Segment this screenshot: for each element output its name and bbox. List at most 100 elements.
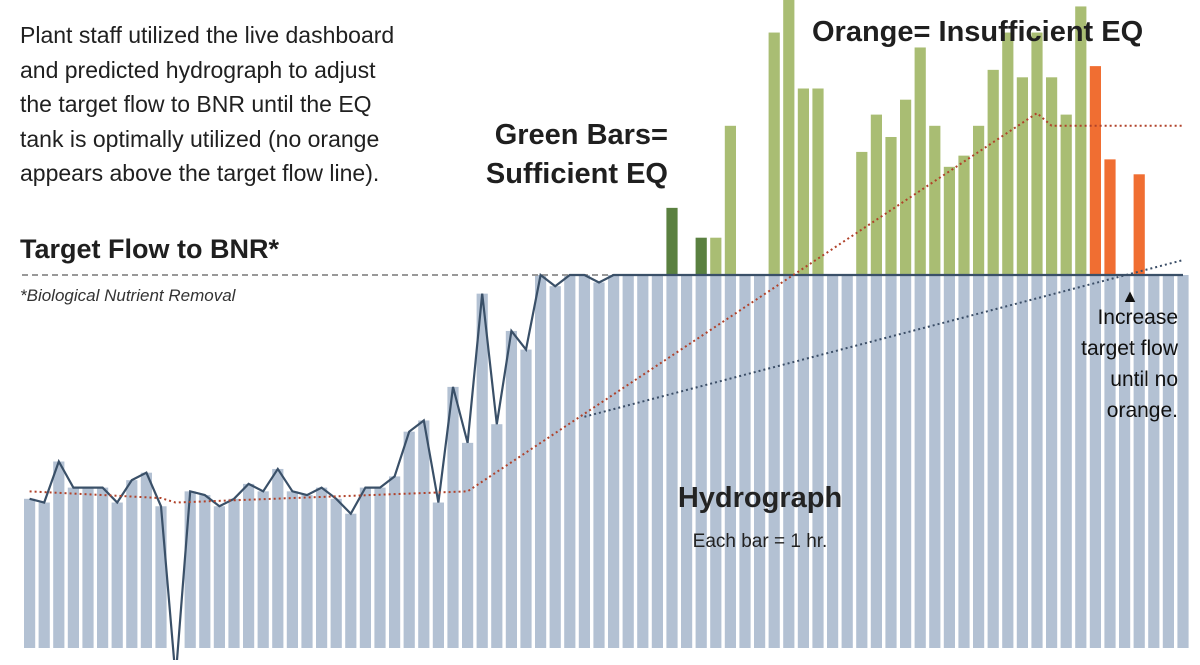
hydrograph-bar (973, 275, 985, 648)
sufficient-bar (1075, 6, 1087, 275)
hydrograph-bar (549, 286, 561, 648)
hydrograph-bar (403, 431, 415, 648)
hydrograph-bar (578, 275, 590, 648)
hydrograph-bar (622, 275, 634, 648)
hydrograph-line (29, 273, 1183, 665)
hydrograph-bar (38, 502, 50, 648)
hydrograph-bar (432, 502, 444, 648)
hydrograph-bar (608, 275, 620, 648)
hydrograph-bar (768, 275, 780, 648)
hydrograph-bar (228, 498, 240, 648)
annotation-line: until no (1110, 368, 1178, 391)
hydrograph-bar (1002, 275, 1014, 648)
hydrograph-bar (710, 275, 722, 648)
hydrograph-bar (1089, 275, 1101, 648)
hydrograph-bar (257, 491, 269, 648)
sufficient-bar (885, 136, 897, 275)
hydrograph-bar (418, 420, 430, 648)
sufficient-bar (870, 114, 882, 275)
hydrograph-bar (929, 275, 941, 648)
hydrograph-bar (1177, 275, 1189, 648)
sufficient-bar (1046, 77, 1058, 275)
sufficient-bar (666, 207, 678, 275)
hydrograph-bar (958, 275, 970, 648)
hydrograph-label: Hydrograph (677, 482, 843, 514)
sufficient-bar (1002, 32, 1014, 275)
hydrograph-bar (505, 330, 517, 648)
hydrograph-bar (593, 282, 605, 648)
hydrograph-bar (754, 275, 766, 648)
hydrograph-bar (24, 498, 36, 648)
hydrograph-bar (374, 487, 386, 648)
hydrograph-bar (783, 275, 795, 648)
sufficient-bar (783, 0, 795, 275)
hydrograph-bar (812, 275, 824, 648)
up-arrow-icon: ▲ (1121, 286, 1139, 306)
hydrograph-bar (1133, 275, 1145, 648)
hydrograph-bar (97, 487, 109, 648)
green-bars-label: Green Bars= Sufficient EQ (452, 116, 668, 194)
note-line: the target flow to BNR until the EQ (20, 91, 372, 117)
hydrograph-bar (111, 502, 123, 648)
sufficient-bar (958, 155, 970, 275)
hydrograph-bar (359, 487, 371, 648)
hydrograph-bar (856, 275, 868, 648)
hydrograph-bar (841, 275, 853, 648)
hydrograph-bar (462, 442, 474, 648)
hydrograph-bar (213, 506, 225, 648)
hydrograph-bar (345, 513, 357, 648)
sufficient-bar (1031, 32, 1043, 275)
note-line: Plant staff utilized the live dashboard (20, 22, 395, 48)
hydrograph-bar (140, 472, 152, 648)
hydrograph-bar (476, 293, 488, 648)
sufficient-bar (929, 125, 941, 275)
green-label-line: Sufficient EQ (485, 158, 668, 190)
hydrograph-bar (316, 487, 328, 648)
hydrograph-bar (695, 275, 707, 648)
sufficient-bar (1060, 114, 1072, 275)
hydrograph-bar (739, 275, 751, 648)
hydrograph-bar (1016, 275, 1028, 648)
hydrograph-bar (797, 275, 809, 648)
sufficient-bar (797, 88, 809, 275)
hydrograph-bar (914, 275, 926, 648)
hydrograph-bar (1060, 275, 1072, 648)
sufficient-bar (973, 125, 985, 275)
sufficient-bar (856, 151, 868, 275)
hydrograph-bar (330, 498, 342, 648)
eq-volume-line (584, 259, 1184, 418)
orange-label: Orange= Insufficient EQ (812, 16, 1144, 48)
hydrograph-bar (900, 275, 912, 648)
hydrograph-bar (666, 275, 678, 648)
hydrograph-bar (1104, 275, 1116, 648)
predicted-flow-line (29, 111, 1183, 504)
hydrograph-bar (82, 487, 94, 648)
hydrograph-bar (491, 424, 503, 648)
hydrograph-bar (1119, 275, 1131, 648)
annotation-line: orange. (1106, 399, 1178, 422)
hydrograph-bar (987, 275, 999, 648)
annotation-line: target flow (1081, 337, 1178, 360)
note-line: tank is optimally utilized (no orange (20, 125, 380, 152)
hydrograph-sublabel: Each bar = 1 hr. (692, 531, 828, 552)
increase-flow-annotation: Increase target flow until no orange. (1058, 302, 1178, 426)
hydrograph-bar (272, 468, 284, 648)
sufficient-bar (914, 47, 926, 275)
hydrograph-bar (184, 491, 196, 648)
explanation-note: Plant staff utilized the live dashboard … (20, 18, 450, 191)
insufficient-bar (1104, 159, 1116, 275)
sufficient-bar (724, 125, 736, 275)
hydrograph-bar (535, 275, 547, 648)
hydrograph-bar (155, 506, 167, 648)
insufficient-bar (1133, 174, 1145, 275)
target-flow-label: Target Flow to BNR* (20, 234, 279, 264)
note-line: appears above the target flow line). (20, 160, 380, 186)
hydrograph-bar (447, 386, 459, 648)
hydrograph-bar (827, 275, 839, 648)
hydrograph-bar (243, 483, 255, 648)
hydrograph-bar (389, 476, 401, 648)
sufficient-bar (768, 32, 780, 275)
sufficient-bar (943, 166, 955, 275)
insufficient-bar (1089, 66, 1101, 276)
